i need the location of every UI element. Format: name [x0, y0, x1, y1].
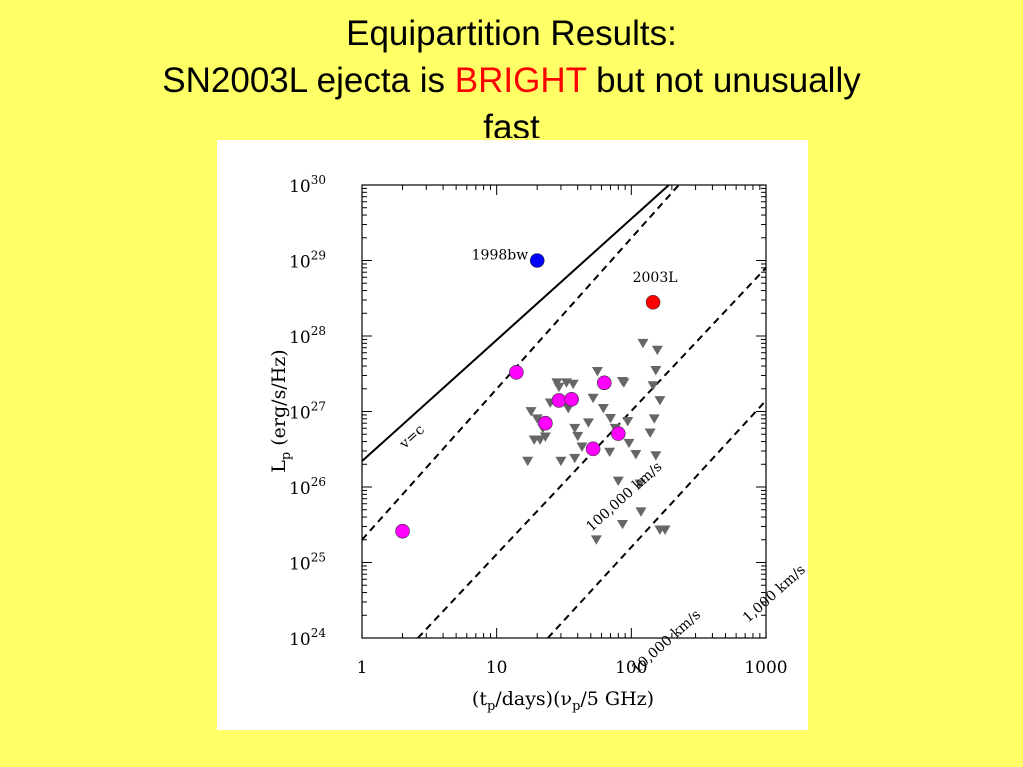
magenta-point	[395, 523, 410, 539]
upper-limit-marker	[634, 479, 646, 489]
title-emphasis-bright: BRIGHT	[454, 61, 587, 100]
magenta-point	[597, 375, 612, 391]
upper-limit-marker	[648, 414, 660, 424]
upper-limit-marker	[654, 396, 666, 406]
upper-limit-marker	[553, 382, 565, 393]
upper-limit-marker	[587, 393, 599, 404]
upper-limit-marker	[569, 453, 581, 464]
upper-limit-marker	[647, 381, 659, 391]
x-axis-label: (tp/days)(νp/5 GHz)	[472, 688, 654, 714]
upper-limit-marker	[539, 432, 551, 442]
x-tick-label: 1	[357, 658, 368, 678]
upper-limit-marker	[531, 414, 543, 424]
upper-limit-marker	[569, 423, 581, 434]
point-label-2003l: 2003L	[633, 270, 678, 286]
upper-limit-marker	[651, 345, 663, 356]
upper-limit-marker	[637, 338, 649, 349]
upper-limit-marker	[604, 414, 616, 424]
upper-limit-marker	[576, 442, 588, 452]
magenta-point	[538, 415, 553, 431]
upper-limit-marker	[622, 416, 634, 427]
y-tick-label: 1028	[289, 324, 326, 348]
upper-limit-marker	[635, 507, 647, 517]
slide-title-line1: Equipartition Results:	[346, 14, 677, 53]
upper-limit-marker	[525, 407, 537, 417]
upper-limit-marker	[534, 435, 546, 445]
title-text-post: but not unusually	[586, 61, 861, 100]
point-label-1998bw: 1998bw	[472, 248, 529, 264]
upper-limit-marker	[644, 428, 656, 438]
slide-title-line2: SN2003L ejecta is BRIGHT but not unusual…	[0, 61, 1023, 101]
data-markers	[395, 253, 671, 545]
axis-ticks: 1 10 100 1000 1024 1025 1026 1027 1028 1029 1030	[289, 173, 788, 678]
upper-limit-marker	[597, 403, 609, 414]
point-2003l	[645, 294, 661, 310]
x-tick-label: 100	[615, 658, 647, 678]
upper-limit-marker	[612, 476, 624, 486]
y-tick-label: 1027	[289, 400, 326, 424]
y-tick-label: 1030	[289, 173, 326, 197]
line-1-000-km-s	[547, 399, 766, 638]
magenta-point	[585, 441, 601, 457]
line-100-000-km-s	[362, 185, 680, 541]
upper-limit-marker	[650, 451, 662, 461]
y-tick-label: 1029	[289, 249, 326, 273]
upper-limit-marker	[567, 379, 579, 390]
y-axis-label: Lp (erg/s/Hz)	[268, 349, 294, 472]
title-text-pre: SN2003L ejecta is	[162, 61, 455, 100]
upper-limit-marker	[650, 366, 662, 376]
y-tick-label: 1025	[289, 551, 326, 575]
slide-title-line3: fast	[483, 108, 540, 138]
plot-frame	[361, 184, 767, 639]
line-label-1-000-km-s: 1,000 km/s	[740, 562, 808, 626]
magenta-point	[551, 393, 567, 408]
upper-limit-marker	[582, 418, 594, 428]
y-tick-label: 1026	[289, 475, 326, 499]
chart-panel: 1 10 100 1000 1024 1025 1026 1027 1028 1029 1030 v…	[217, 140, 809, 730]
upper-limit-marker	[591, 366, 603, 377]
point-1998bw	[529, 253, 545, 268]
upper-limit-marker	[630, 450, 642, 460]
magenta-point	[610, 426, 626, 441]
upper-limit-marker	[618, 378, 630, 388]
upper-limit-marker	[623, 438, 635, 449]
upper-limit-marker	[555, 456, 567, 467]
velocity-lines	[362, 185, 766, 638]
upper-limit-marker	[617, 519, 629, 530]
line-label-10-000-km-s: 10,000 km/s	[629, 607, 704, 677]
upper-limit-marker	[659, 525, 671, 535]
upper-limit-marker	[572, 431, 584, 442]
x-tick-label: 10	[486, 658, 508, 678]
x-tick-label: 1000	[744, 658, 787, 678]
y-tick-label: 1024	[289, 626, 326, 650]
upper-limit-marker	[604, 447, 616, 458]
line-v-c	[362, 185, 670, 462]
upper-limit-marker	[590, 535, 602, 545]
magenta-point	[509, 365, 524, 380]
upper-limit-marker	[522, 456, 534, 467]
magenta-point	[564, 392, 579, 407]
